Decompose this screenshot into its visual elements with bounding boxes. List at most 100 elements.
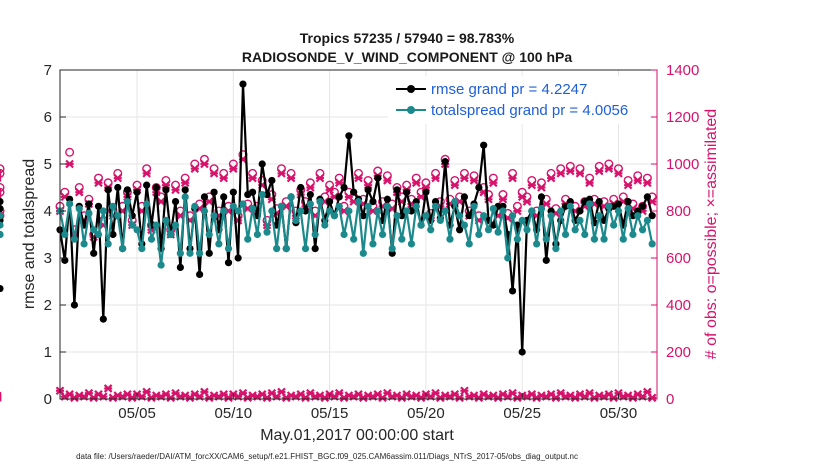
totalspread-point (282, 245, 290, 253)
totalspread-point (489, 205, 497, 213)
rmse-point (229, 188, 237, 196)
rmse-point (374, 174, 382, 182)
totalspread-point (220, 207, 228, 215)
assimilated-obs-point (103, 384, 113, 393)
totalspread-point (224, 245, 233, 253)
totalspread-point (634, 212, 642, 220)
totalspread-point (306, 200, 314, 208)
totalspread-line (58, 193, 654, 267)
x-tick-label: 05/05 (118, 405, 156, 422)
y-tick-label: 4 (44, 203, 52, 220)
totalspread-point (403, 207, 411, 215)
y-tick-label: 6 (44, 109, 52, 126)
possible-obs-point (0, 183, 5, 192)
totalspread-point (441, 207, 449, 215)
rmse-point (369, 198, 377, 206)
totalspread-point (167, 230, 175, 239)
totalspread-point (128, 221, 136, 229)
totalspread-point (248, 205, 257, 213)
assimilated-obs-point (190, 164, 200, 173)
rmse-point (393, 186, 401, 194)
assimilated-obs-point (94, 178, 103, 188)
totalspread-point (417, 221, 425, 229)
assimilated-obs-point (209, 169, 219, 178)
assimilated-obs-point (306, 183, 315, 192)
rmse-point (475, 183, 483, 192)
possible-obs-point (0, 168, 5, 178)
totalspread-point (0, 230, 4, 239)
totalspread-point (480, 212, 488, 220)
totalspread-point (316, 198, 324, 206)
totalspread-point (191, 202, 199, 210)
assimilated-obs-point (171, 185, 180, 195)
totalspread-point (326, 207, 334, 215)
totalspread-point (268, 207, 276, 215)
y-tick-label: 2 (44, 297, 52, 314)
y-right-tick-label: 800 (666, 203, 691, 220)
assimilated-obs-point (623, 180, 633, 190)
rmse-point (537, 193, 546, 201)
assimilated-obs-point (469, 176, 479, 185)
rmse-point (196, 270, 204, 279)
totalspread-point (297, 207, 305, 215)
totalspread-point (70, 235, 79, 243)
rmse-point (0, 205, 4, 213)
assimilated-obs-point (566, 166, 575, 176)
totalspread-point (181, 193, 189, 201)
assimilated-obs-point (383, 176, 392, 185)
totalspread-point (171, 221, 180, 229)
assimilated-obs-point (354, 173, 363, 183)
assimilated-obs-point (325, 185, 334, 195)
rmse-point (61, 256, 69, 264)
rmse-point (518, 348, 526, 356)
totalspread-point (109, 202, 117, 210)
totalspread-point (138, 245, 146, 253)
totalspread-point (263, 228, 271, 236)
rmse-point (143, 181, 151, 189)
totalspread-point (0, 221, 4, 229)
rmse-point (123, 186, 132, 194)
assimilated-obs-point (489, 178, 498, 188)
y-right-tick-label: 1400 (666, 62, 699, 79)
totalspread-point (576, 216, 584, 224)
x-tick-label: 05/20 (407, 405, 445, 422)
assimilated-obs-point (575, 169, 585, 178)
assimilated-obs-point (455, 393, 464, 403)
totalspread-point (229, 202, 237, 210)
legend: rmse grand pr = 4.2247 totalspread grand… (388, 76, 650, 124)
totalspread-point (610, 221, 618, 229)
rmse-point (643, 193, 651, 201)
assimilated-obs-point (647, 393, 657, 403)
totalspread-point (499, 207, 507, 215)
assimilated-obs-point (604, 164, 614, 173)
assimilated-obs-point (460, 173, 469, 183)
totalspread-point (547, 212, 555, 220)
assimilated-obs-point (614, 169, 623, 178)
totalspread-point (388, 245, 396, 253)
totalspread-point (465, 240, 473, 248)
y-right-tick-label: 200 (666, 344, 691, 361)
assimilated-obs-point (508, 173, 517, 183)
totalspread-point (253, 230, 261, 239)
y-right-tick-label: 1000 (666, 156, 699, 173)
totalspread-point (104, 240, 112, 248)
totalspread-point (335, 202, 343, 210)
assimilated-obs-point (142, 169, 151, 178)
totalspread-point (364, 202, 372, 210)
totalspread-point (330, 212, 339, 220)
y-right-tick-label: 0 (666, 391, 674, 408)
totalspread-point (350, 235, 358, 243)
rmse-point (205, 249, 213, 257)
totalspread-point (301, 245, 310, 253)
assimilated-obs-point (594, 166, 604, 176)
assimilated-obs-point (229, 164, 238, 173)
rmse-point (311, 245, 319, 253)
rmse-point (90, 249, 98, 257)
totalspread-point (518, 216, 526, 224)
assimilated-obs-point (411, 178, 421, 188)
assimilated-obs-point (633, 176, 643, 185)
assimilated-obs-point (585, 178, 594, 188)
totalspread-point (648, 240, 656, 248)
assimilated-obs-point (546, 173, 556, 183)
rmse-point (638, 202, 647, 210)
